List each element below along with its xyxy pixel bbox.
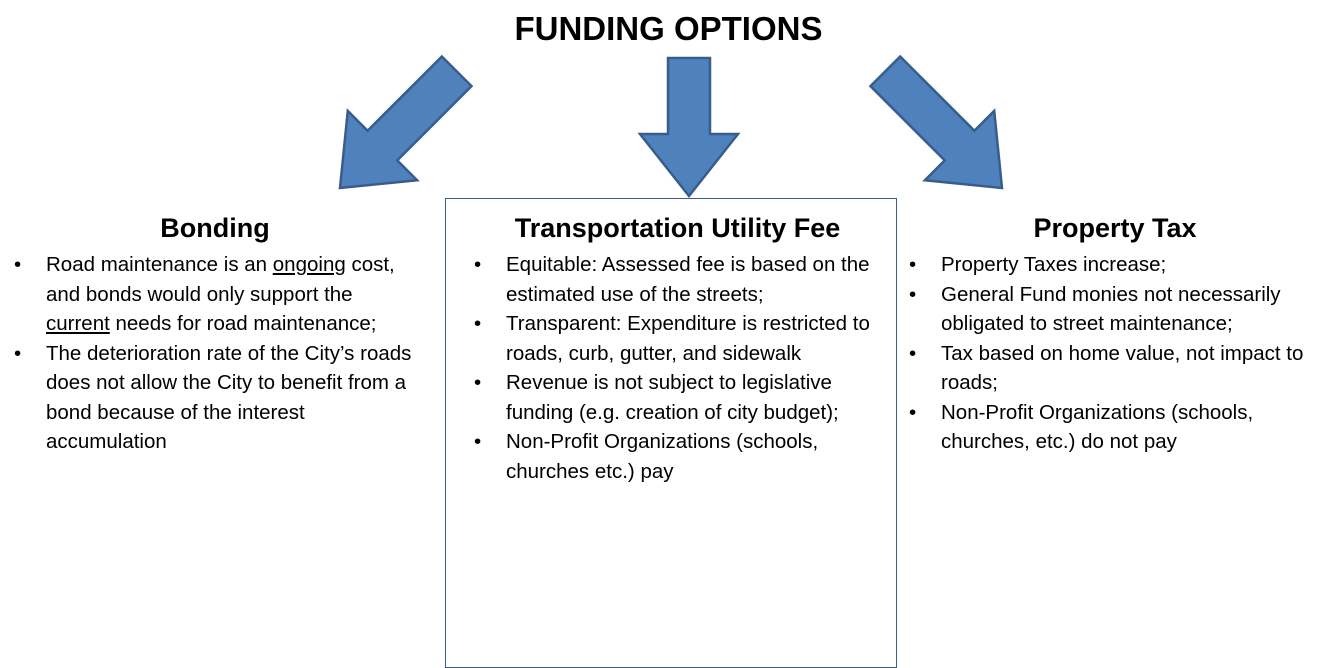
- column: Bonding Road maintenance is an ongoing co…: [10, 213, 420, 457]
- title: FUNDING OPTIONS: [514, 10, 823, 47]
- arrow-right: [868, 54, 1004, 190]
- bullet-list: Property Taxes increase; General Fund mon…: [905, 250, 1325, 457]
- bullet-text: needs for road maintenance;: [109, 312, 377, 335]
- bullet-text: cost, and bonds would only support the: [46, 253, 395, 306]
- arrows: [338, 54, 1004, 199]
- bullet-text: Property Taxes increase;: [941, 253, 1167, 276]
- bullet-item: Non-Profit Organizations (schools, churc…: [905, 398, 1325, 457]
- column-heading: Bonding: [160, 213, 270, 243]
- bullet-item: General Fund monies not necessarily obli…: [905, 280, 1325, 339]
- bullet-item: Road maintenance is an ongoing cost, and…: [10, 250, 420, 339]
- arrow-middle: [637, 56, 741, 199]
- bullet-list: Road maintenance is an ongoing cost, and…: [10, 250, 420, 457]
- bullet-text: Tax based on home value, not impact to r…: [941, 341, 1304, 395]
- bullet-text: Non-Profit Organizations (schools, churc…: [506, 430, 819, 483]
- bullet-text: Revenue is not subject to legislative fu…: [506, 371, 839, 424]
- underlined-text: current: [46, 312, 110, 335]
- bullet-item: Equitable: Assessed fee is based on the …: [470, 250, 885, 309]
- bullet-item: Property Taxes increase;: [905, 250, 1325, 280]
- bullet-text: General Fund monies not necessarily obli…: [941, 282, 1281, 336]
- column-heading: Transportation Utility Fee: [514, 213, 841, 243]
- column-heading: Property Tax: [1033, 213, 1197, 243]
- bullet-text: Non-Profit Organizations (schools, churc…: [941, 400, 1254, 454]
- bullet-item: Tax based on home value, not impact to r…: [905, 339, 1325, 398]
- bullet-text: Transparent: Expenditure is restricted t…: [506, 312, 870, 365]
- arrow-left: [338, 54, 474, 190]
- bullet-item: Transparent: Expenditure is restricted t…: [470, 309, 885, 368]
- slide: FUNDING OPTIONS Bonding Road maintenance …: [0, 0, 1337, 652]
- bullet-text: Equitable: Assessed fee is based on the …: [506, 253, 870, 306]
- bullet-item: Non-Profit Organizations (schools, churc…: [470, 427, 885, 486]
- bullet-list: Equitable: Assessed fee is based on the …: [470, 250, 885, 486]
- bullet-item: Revenue is not subject to legislative fu…: [470, 368, 885, 427]
- bullet-text: Road maintenance is an: [46, 253, 273, 276]
- bullet-item: The deterioration rate of the City’s roa…: [10, 339, 420, 457]
- column: Property Tax Property Taxes increase; Gene…: [905, 213, 1325, 457]
- bullet-text: The deterioration rate of the City’s roa…: [46, 341, 412, 454]
- underlined-text: ongoing: [272, 253, 346, 276]
- column: Transportation Utility Fee Equitable: Ass…: [470, 213, 885, 486]
